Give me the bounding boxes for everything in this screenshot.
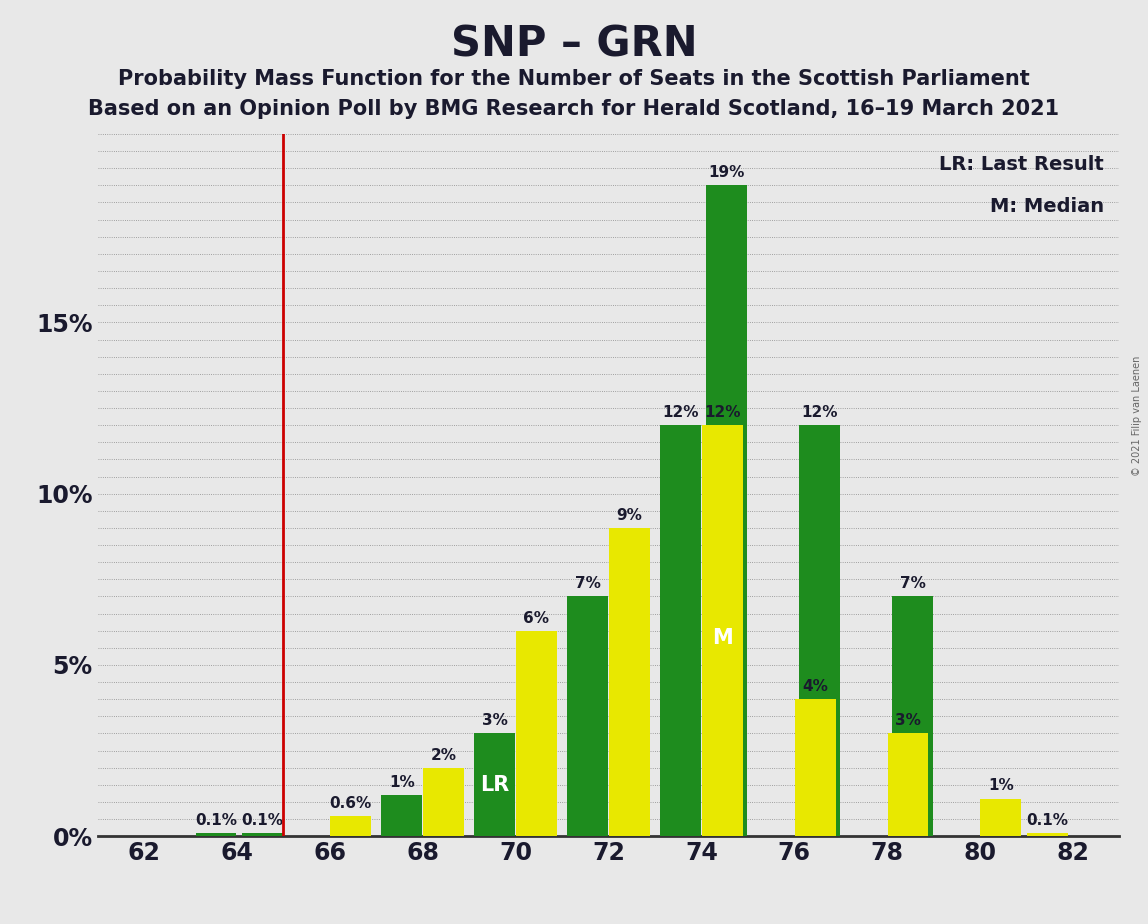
Text: LR: LR bbox=[480, 775, 510, 796]
Bar bbox=[424, 768, 464, 836]
Text: 19%: 19% bbox=[708, 165, 745, 180]
Bar bbox=[794, 699, 836, 836]
Bar bbox=[887, 734, 929, 836]
Text: 0.1%: 0.1% bbox=[241, 812, 284, 828]
Bar bbox=[381, 796, 422, 836]
Text: LR: Last Result: LR: Last Result bbox=[939, 155, 1104, 174]
Text: 0.1%: 0.1% bbox=[195, 812, 236, 828]
Text: 7%: 7% bbox=[900, 577, 925, 591]
Bar bbox=[195, 833, 236, 836]
Text: Probability Mass Function for the Number of Seats in the Scottish Parliament: Probability Mass Function for the Number… bbox=[118, 69, 1030, 90]
Text: 6%: 6% bbox=[523, 611, 550, 626]
Text: 0.1%: 0.1% bbox=[1026, 812, 1069, 828]
Bar bbox=[980, 798, 1022, 836]
Bar bbox=[474, 734, 515, 836]
Text: 12%: 12% bbox=[662, 405, 699, 420]
Text: 3%: 3% bbox=[482, 713, 507, 728]
Text: 1%: 1% bbox=[988, 778, 1014, 794]
Text: 0.6%: 0.6% bbox=[329, 796, 372, 810]
Bar bbox=[660, 425, 701, 836]
Text: 12%: 12% bbox=[704, 405, 740, 420]
Text: 9%: 9% bbox=[616, 508, 642, 523]
Text: 12%: 12% bbox=[801, 405, 838, 420]
Bar bbox=[706, 186, 747, 836]
Text: 2%: 2% bbox=[430, 748, 457, 762]
Text: 1%: 1% bbox=[389, 775, 414, 790]
Bar bbox=[567, 596, 608, 836]
Bar bbox=[331, 816, 371, 836]
Text: 7%: 7% bbox=[575, 577, 600, 591]
Bar bbox=[892, 596, 933, 836]
Text: Based on an Opinion Poll by BMG Research for Herald Scotland, 16–19 March 2021: Based on an Opinion Poll by BMG Research… bbox=[88, 99, 1060, 119]
Text: M: Median: M: Median bbox=[990, 197, 1104, 216]
Bar bbox=[701, 425, 743, 836]
Bar bbox=[242, 833, 282, 836]
Text: 3%: 3% bbox=[895, 713, 921, 728]
Bar bbox=[1026, 833, 1068, 836]
Bar bbox=[515, 631, 557, 836]
Bar bbox=[608, 528, 650, 836]
Text: M: M bbox=[712, 627, 732, 648]
Text: 4%: 4% bbox=[802, 679, 828, 694]
Text: © 2021 Filip van Laenen: © 2021 Filip van Laenen bbox=[1132, 356, 1142, 476]
Text: SNP – GRN: SNP – GRN bbox=[451, 23, 697, 65]
Bar bbox=[799, 425, 840, 836]
